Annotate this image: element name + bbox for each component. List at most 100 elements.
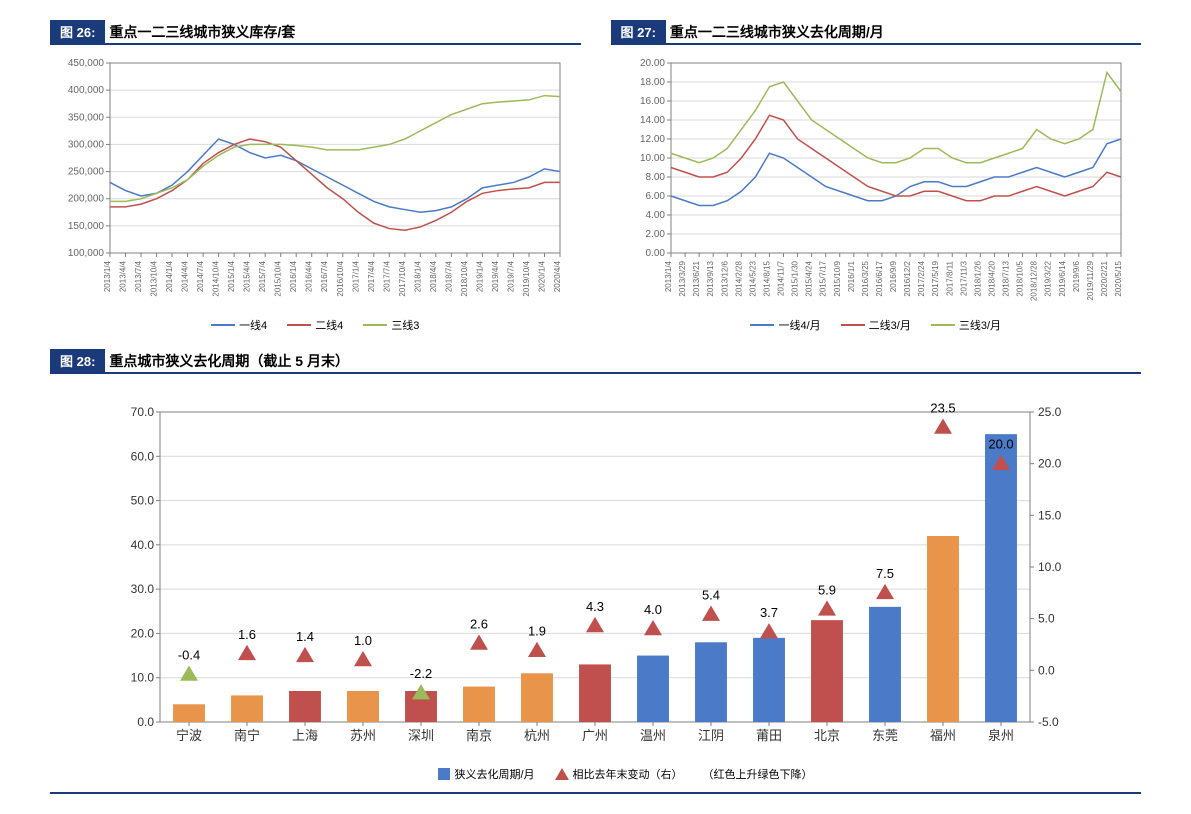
- svg-text:2014/5/23: 2014/5/23: [748, 260, 757, 296]
- chart-26-header: 图 26: 重点一二三线城市狭义库存/套: [50, 20, 581, 45]
- svg-text:5.9: 5.9: [818, 582, 836, 597]
- svg-text:2016/3/25: 2016/3/25: [860, 260, 869, 296]
- svg-text:2013/1/4: 2013/1/4: [664, 260, 673, 292]
- svg-text:2019/7/4: 2019/7/4: [506, 260, 515, 292]
- svg-text:5.0: 5.0: [1038, 612, 1055, 626]
- svg-text:泉州: 泉州: [988, 728, 1014, 743]
- svg-text:1.4: 1.4: [296, 629, 314, 644]
- svg-text:2013/7/4: 2013/7/4: [134, 260, 143, 292]
- chart-28-title: 重点城市狭义去化周期（截止 5 月末）: [109, 351, 349, 371]
- chart-26-panel: 图 26: 重点一二三线城市狭义库存/套 100,000150,000200,0…: [50, 20, 581, 333]
- svg-text:2016/6/17: 2016/6/17: [874, 260, 883, 296]
- svg-text:2020/4/4: 2020/4/4: [553, 260, 562, 292]
- chart-27-header: 图 27: 重点一二三线城市狭义去化周期/月: [611, 20, 1142, 45]
- chart-28-svg: 0.010.020.030.040.050.060.070.0-5.00.05.…: [110, 382, 1080, 762]
- svg-text:10.0: 10.0: [131, 671, 155, 685]
- svg-text:2014/11/7: 2014/11/7: [776, 260, 785, 296]
- svg-text:2017/7/4: 2017/7/4: [382, 260, 391, 292]
- svg-text:18.00: 18.00: [639, 77, 664, 88]
- chart-27-legend: 一线4/月二线3/月三线3/月: [611, 317, 1142, 333]
- legend-triangle: 相比去年末变动（右）: [555, 766, 683, 782]
- svg-text:-5.0: -5.0: [1038, 715, 1059, 729]
- svg-text:2016/1/4: 2016/1/4: [289, 260, 298, 292]
- svg-text:南宁: 南宁: [234, 728, 260, 743]
- svg-text:3.7: 3.7: [760, 605, 778, 620]
- chart-27-tag: 图 27:: [611, 20, 666, 43]
- svg-text:2014/10/4: 2014/10/4: [212, 260, 221, 296]
- svg-text:300,000: 300,000: [68, 139, 105, 150]
- svg-text:7.5: 7.5: [876, 566, 894, 581]
- svg-text:-2.2: -2.2: [410, 666, 432, 681]
- svg-text:福州: 福州: [930, 728, 956, 743]
- svg-text:10.0: 10.0: [1038, 560, 1062, 574]
- svg-text:450,000: 450,000: [68, 58, 105, 69]
- svg-text:东莞: 东莞: [872, 728, 898, 743]
- svg-text:150,000: 150,000: [68, 221, 105, 232]
- svg-text:2017/11/3: 2017/11/3: [959, 260, 968, 296]
- svg-text:2017/5/19: 2017/5/19: [931, 260, 940, 296]
- svg-text:2017/10/4: 2017/10/4: [398, 260, 407, 296]
- svg-text:250,000: 250,000: [68, 167, 105, 178]
- svg-text:2015/7/17: 2015/7/17: [818, 260, 827, 296]
- svg-text:40.0: 40.0: [131, 538, 155, 552]
- svg-text:2015/1/30: 2015/1/30: [790, 260, 799, 296]
- svg-text:30.0: 30.0: [131, 582, 155, 596]
- svg-text:60.0: 60.0: [131, 449, 155, 463]
- svg-text:2018/10/4: 2018/10/4: [460, 260, 469, 296]
- svg-text:2013/3/29: 2013/3/29: [678, 260, 687, 296]
- top-row: 图 26: 重点一二三线城市狭义库存/套 100,000150,000200,0…: [50, 20, 1141, 333]
- page-container: 图 26: 重点一二三线城市狭义库存/套 100,000150,000200,0…: [0, 0, 1191, 814]
- svg-text:2018/7/13: 2018/7/13: [1001, 260, 1010, 296]
- chart-28-legend: 狭义去化周期/月相比去年末变动（右）（红色上升绿色下降）: [110, 766, 1141, 782]
- svg-text:2016/7/4: 2016/7/4: [320, 260, 329, 292]
- svg-text:2020/1/4: 2020/1/4: [537, 260, 546, 292]
- svg-text:2015/1/4: 2015/1/4: [227, 260, 236, 292]
- svg-text:20.0: 20.0: [1038, 457, 1062, 471]
- svg-text:16.00: 16.00: [639, 96, 664, 107]
- legend-bar: 狭义去化周期/月: [438, 766, 534, 782]
- svg-text:400,000: 400,000: [68, 85, 105, 96]
- svg-text:2016/9/9: 2016/9/9: [889, 260, 898, 292]
- svg-text:莆田: 莆田: [756, 728, 782, 743]
- svg-text:温州: 温州: [640, 728, 666, 743]
- svg-text:2018/4/20: 2018/4/20: [987, 260, 996, 296]
- svg-text:2016/12/2: 2016/12/2: [903, 260, 912, 296]
- svg-text:2019/3/22: 2019/3/22: [1043, 260, 1052, 296]
- chart-28-panel: 图 28: 重点城市狭义去化周期（截止 5 月末） 0.010.020.030.…: [50, 349, 1141, 794]
- svg-text:2019/10/4: 2019/10/4: [522, 260, 531, 296]
- svg-text:2013/9/13: 2013/9/13: [706, 260, 715, 296]
- svg-text:2015/10/4: 2015/10/4: [274, 260, 283, 296]
- svg-text:2017/2/24: 2017/2/24: [917, 260, 926, 296]
- svg-text:南京: 南京: [466, 728, 492, 743]
- svg-text:23.5: 23.5: [930, 401, 955, 416]
- chart-26-box: 100,000150,000200,000250,000300,000350,0…: [50, 53, 581, 333]
- chart-26-title: 重点一二三线城市狭义库存/套: [109, 22, 295, 42]
- svg-text:2014/4/4: 2014/4/4: [181, 260, 190, 292]
- svg-text:200,000: 200,000: [68, 194, 105, 205]
- svg-text:宁波: 宁波: [176, 728, 202, 743]
- svg-text:2013/10/4: 2013/10/4: [150, 260, 159, 296]
- svg-text:2013/1/4: 2013/1/4: [103, 260, 112, 292]
- svg-text:2018/1/26: 2018/1/26: [973, 260, 982, 296]
- svg-text:8.00: 8.00: [645, 172, 665, 183]
- svg-text:6.00: 6.00: [645, 191, 665, 202]
- svg-text:2020/5/15: 2020/5/15: [1114, 260, 1123, 296]
- svg-text:广州: 广州: [582, 728, 608, 743]
- svg-text:2017/1/4: 2017/1/4: [351, 260, 360, 292]
- svg-text:0.0: 0.0: [1038, 663, 1055, 677]
- legend-item: 二线4: [287, 317, 343, 333]
- svg-text:深圳: 深圳: [408, 728, 434, 743]
- svg-text:2016/4/4: 2016/4/4: [305, 260, 314, 292]
- svg-text:2019/1/4: 2019/1/4: [475, 260, 484, 292]
- svg-text:上海: 上海: [292, 728, 318, 743]
- chart-26-svg: 100,000150,000200,000250,000300,000350,0…: [50, 53, 570, 313]
- svg-text:12.00: 12.00: [639, 134, 664, 145]
- chart-26-legend: 一线4二线4三线3: [50, 317, 581, 333]
- svg-text:-0.4: -0.4: [178, 647, 200, 662]
- svg-text:2014/2/28: 2014/2/28: [734, 260, 743, 296]
- svg-text:苏州: 苏州: [350, 728, 376, 743]
- chart-27-panel: 图 27: 重点一二三线城市狭义去化周期/月 0.002.004.006.008…: [611, 20, 1142, 333]
- svg-text:2017/4/4: 2017/4/4: [367, 260, 376, 292]
- svg-text:20.0: 20.0: [131, 626, 155, 640]
- svg-text:2019/4/4: 2019/4/4: [491, 260, 500, 292]
